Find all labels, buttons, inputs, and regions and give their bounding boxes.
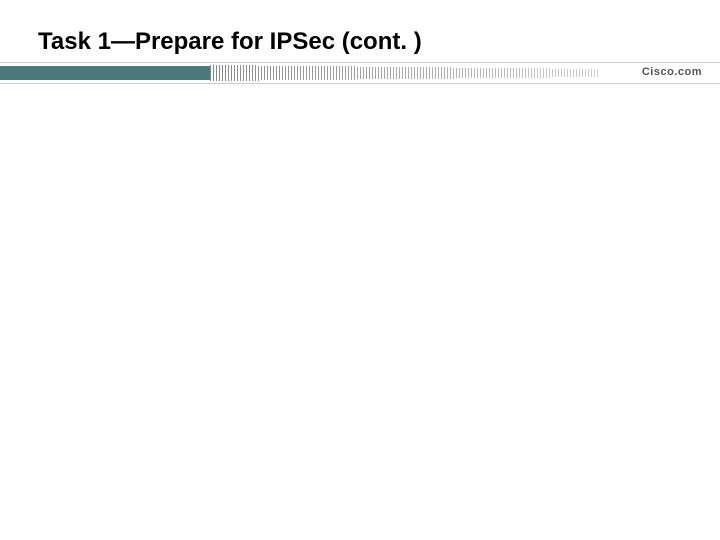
teal-bar xyxy=(0,66,210,80)
tick-marks-region xyxy=(210,64,610,82)
header-underline-bottom xyxy=(0,83,720,84)
header-bar: Cisco.com xyxy=(0,62,720,86)
header-underline-top xyxy=(0,62,720,63)
slide-title: Task 1—Prepare for IPSec (cont. ) xyxy=(38,28,422,56)
cisco-logo: Cisco.com xyxy=(642,66,702,78)
